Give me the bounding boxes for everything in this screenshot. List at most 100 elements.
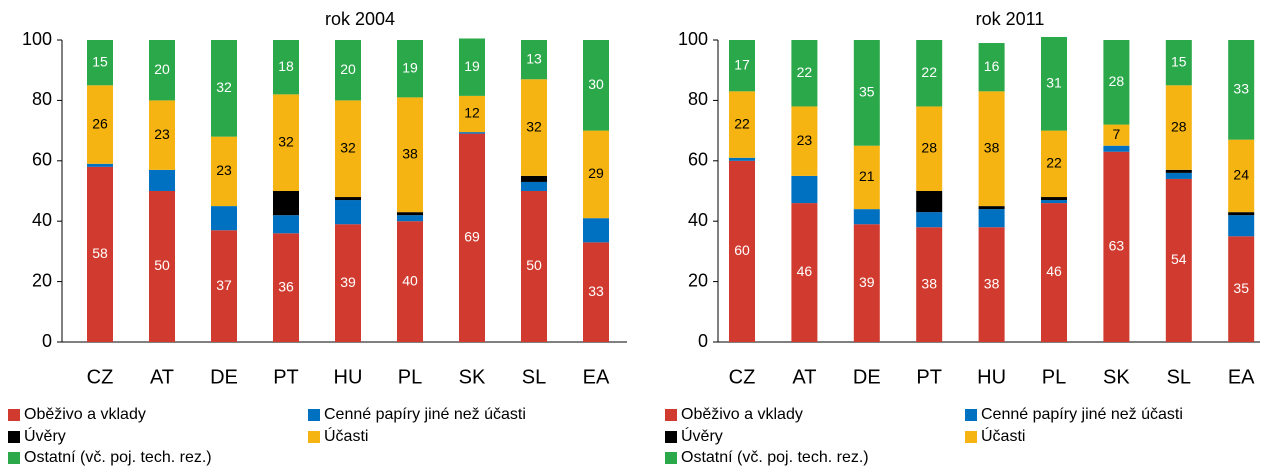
bar-segment — [397, 40, 423, 98]
x-tick-label: AT — [150, 366, 174, 388]
y-tick-label: 60 — [688, 150, 708, 170]
data-label: 32 — [526, 118, 542, 134]
bar-segment — [149, 100, 175, 170]
chart-title: rok 2011 — [976, 9, 1045, 29]
bar-segment — [87, 40, 113, 86]
data-label: 63 — [1109, 238, 1125, 254]
legend-label: Ostatní (vč. poj. tech. rez.) — [24, 449, 212, 466]
bar-segment — [791, 40, 818, 107]
bar-segment — [583, 130, 609, 219]
bar-segment — [1228, 215, 1255, 237]
y-tick-label: 80 — [688, 89, 708, 109]
bar-segment — [1103, 124, 1130, 146]
bar-segment — [459, 132, 485, 134]
bar-segment — [916, 227, 943, 342]
x-tick-label: HU — [334, 366, 363, 388]
data-label: 39 — [340, 274, 356, 290]
bar-segment — [1041, 36, 1067, 131]
legend-swatch — [665, 452, 677, 464]
legend-label: Úvěry — [681, 426, 723, 445]
bar-segment — [87, 163, 113, 167]
y-tick-label: 0 — [698, 331, 708, 351]
data-label: 22 — [734, 115, 750, 131]
data-label: 50 — [526, 257, 542, 273]
bar-segment — [1228, 236, 1255, 342]
data-label: 24 — [1233, 167, 1249, 183]
data-label: 32 — [340, 139, 356, 155]
data-label: 32 — [216, 79, 232, 95]
bar-segment — [1103, 151, 1130, 342]
data-label: 36 — [278, 278, 294, 294]
bar-segment — [211, 230, 237, 342]
data-label: 39 — [859, 274, 875, 290]
legend-swatch — [665, 409, 677, 421]
bar-segment — [211, 206, 237, 231]
bar-segment — [1228, 40, 1255, 140]
bar-segment — [521, 191, 547, 342]
bar-segment — [273, 94, 299, 191]
x-tick-label: DE — [853, 366, 881, 388]
x-tick-label: SL — [1167, 366, 1191, 388]
bar-segment — [853, 224, 880, 342]
bar-segment — [521, 79, 547, 176]
data-label: 15 — [1171, 53, 1187, 69]
bar-segment — [853, 40, 880, 146]
bar-segment — [978, 227, 1005, 342]
data-label: 21 — [859, 168, 875, 184]
bar-segment — [978, 209, 1005, 228]
x-tick-label: PL — [398, 366, 422, 388]
bar-segment — [521, 181, 547, 191]
x-tick-label: CZ — [87, 366, 114, 388]
bar-segment — [149, 169, 175, 191]
bar-segment — [1165, 178, 1192, 342]
bar-segment — [397, 212, 423, 216]
x-tick-label: SK — [1103, 366, 1130, 388]
bar-segment — [335, 200, 361, 225]
data-label: 23 — [154, 126, 170, 142]
y-tick-label: 20 — [688, 270, 708, 290]
bar-segment — [1228, 212, 1255, 216]
legend-label: Oběživo a vklady — [24, 406, 146, 423]
bar-segment — [916, 40, 943, 107]
legend-label: Cenné papíry jiné než účasti — [981, 406, 1183, 423]
y-tick-label: 100 — [678, 29, 708, 49]
bar-segment — [1165, 85, 1192, 170]
bar-segment — [397, 97, 423, 213]
bar-segment — [1041, 200, 1067, 204]
data-label: 22 — [921, 64, 937, 80]
data-label: 38 — [921, 275, 937, 291]
bar-segment — [273, 215, 299, 234]
bar-segment — [335, 40, 361, 101]
bar-segment — [583, 218, 609, 243]
bar-segment — [916, 191, 943, 213]
x-tick-label: SL — [522, 366, 546, 388]
bar-segment — [791, 175, 818, 204]
bar-segment — [335, 100, 361, 198]
x-tick-label: DE — [210, 366, 238, 388]
data-label: 35 — [1233, 280, 1249, 296]
x-tick-label: CZ — [729, 366, 756, 388]
bar-segment — [853, 209, 880, 225]
bar-segment — [459, 95, 485, 133]
bar-segment — [459, 38, 485, 96]
bar-segment — [459, 133, 485, 342]
data-label: 17 — [734, 56, 750, 72]
data-label: 38 — [402, 145, 418, 161]
x-tick-label: HU — [977, 366, 1006, 388]
data-label: 19 — [402, 59, 418, 75]
x-tick-label: SK — [459, 366, 486, 388]
legend-label: Oběživo a vklady — [681, 406, 803, 423]
bar-segment — [916, 106, 943, 191]
bar-segment — [1103, 145, 1130, 152]
bar-segment — [273, 191, 299, 216]
bar-segment — [211, 136, 237, 207]
bar-segment — [916, 212, 943, 228]
bar-segment — [853, 145, 880, 210]
data-label: 38 — [984, 139, 1000, 155]
x-tick-label: EA — [1228, 366, 1255, 388]
data-label: 16 — [984, 58, 1000, 74]
bar-segment — [211, 40, 237, 137]
data-label: 31 — [1046, 74, 1062, 90]
legend-label: Úvěry — [24, 426, 66, 445]
